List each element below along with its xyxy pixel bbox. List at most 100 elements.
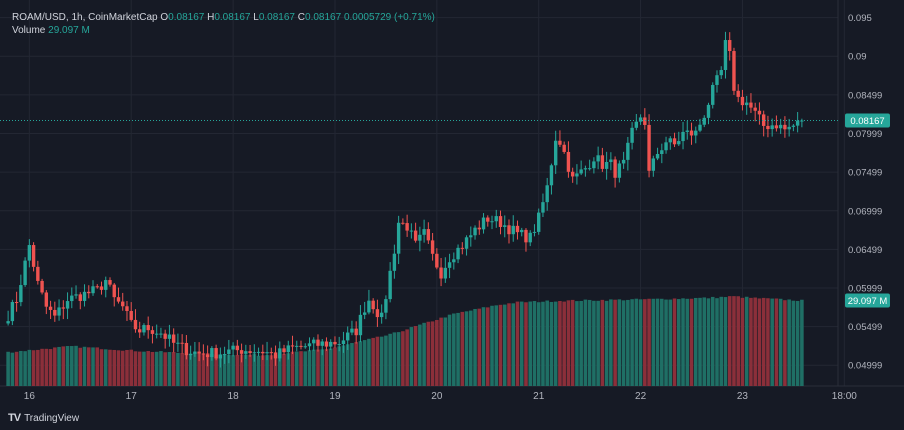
volume-bar	[664, 299, 668, 386]
candle-body	[329, 341, 333, 347]
volume-bar	[320, 349, 325, 386]
candle-body	[426, 229, 431, 241]
candle-body	[290, 345, 295, 347]
volume-bar	[626, 299, 630, 386]
candle-body	[53, 309, 57, 316]
close-label: C	[297, 12, 306, 23]
volume-bar	[681, 298, 685, 386]
candle-body	[630, 127, 634, 143]
candle-body	[579, 169, 583, 174]
volume-bar	[180, 353, 184, 386]
candle-body	[766, 125, 770, 130]
candle-body	[677, 141, 681, 145]
candle-body	[282, 348, 286, 353]
volume-bar	[524, 302, 528, 386]
volume-bar	[167, 352, 172, 386]
candle-body	[469, 235, 473, 238]
volume-bar	[727, 296, 732, 386]
chart-header: ROAM/USD, 1h, CoinMarketCap O0.08167 H0.…	[12, 12, 435, 23]
volume-bar	[57, 346, 61, 386]
candle-body	[422, 229, 426, 235]
candle-body	[150, 330, 155, 334]
volume-bar	[638, 299, 643, 386]
volume-bar	[392, 332, 397, 386]
candle-body	[604, 162, 609, 169]
candle-body	[99, 286, 104, 290]
volume-bar	[710, 296, 715, 386]
volume-bar	[133, 351, 138, 386]
volume-bar	[685, 298, 690, 386]
candle-body	[244, 351, 248, 354]
volume-bar	[384, 335, 388, 386]
volume-bar	[91, 347, 95, 386]
volume-bar	[477, 308, 482, 386]
volume-bar	[99, 349, 104, 386]
candle-body	[439, 267, 443, 279]
candle-body	[146, 325, 150, 331]
volume-bar	[456, 312, 460, 386]
candle-body	[286, 345, 290, 353]
candle-body	[634, 121, 639, 128]
volume-bar	[800, 299, 804, 386]
volume-bar	[112, 349, 117, 386]
candle-body	[520, 229, 524, 233]
candle-body	[273, 352, 278, 359]
volume-bar	[545, 300, 549, 386]
volume-bar	[188, 353, 193, 386]
candle-body	[490, 221, 494, 223]
candle-body	[503, 225, 507, 227]
candle-body	[278, 348, 282, 359]
candle-body	[129, 311, 133, 320]
x-tick-label: 22	[635, 391, 647, 402]
volume-bar	[702, 297, 707, 386]
volume-bar	[409, 327, 414, 386]
candle-body	[362, 312, 367, 315]
candle-body	[201, 353, 206, 355]
volume-bar	[142, 351, 146, 386]
volume-bar	[53, 347, 57, 386]
y-tick-label: 0.06499	[848, 245, 882, 256]
volume-bar	[570, 299, 575, 386]
candle-body	[719, 70, 723, 76]
candle-body	[307, 343, 312, 347]
volume-bar	[244, 354, 248, 386]
candle-body	[532, 231, 537, 233]
volume-bar	[10, 352, 15, 386]
volume-bar	[575, 301, 579, 386]
volume-bar	[583, 299, 588, 386]
candle-body	[256, 351, 261, 353]
candle-body	[142, 325, 146, 333]
candle-body	[19, 285, 23, 303]
candle-body	[78, 294, 82, 301]
candle-body	[723, 40, 728, 71]
volume-bar	[222, 354, 227, 386]
candle-body	[609, 159, 613, 163]
volume-bar	[218, 354, 223, 386]
open-value: 0.08167	[168, 12, 205, 23]
candle-body	[95, 286, 99, 288]
volume-bar	[362, 340, 367, 386]
candle-body	[481, 217, 486, 230]
candle-body	[176, 342, 180, 344]
candle-body	[396, 222, 401, 254]
volume-bar	[137, 351, 142, 386]
candle-body	[227, 349, 231, 355]
candle-body	[324, 341, 329, 347]
volume-bar	[753, 297, 757, 386]
volume-bar	[469, 310, 473, 386]
volume-bar	[341, 345, 346, 386]
tradingview-branding[interactable]: TV TradingView	[8, 412, 79, 424]
candle-body	[248, 351, 252, 353]
volume-bar	[587, 299, 592, 386]
volume-bar	[286, 353, 291, 386]
volume-bar	[732, 296, 736, 386]
candle-body	[10, 302, 15, 322]
candle-body	[549, 165, 554, 186]
x-tick-label: 17	[126, 391, 138, 402]
volume-bar	[19, 350, 23, 386]
candle-body	[570, 171, 575, 177]
volume-bar	[787, 299, 791, 386]
volume-bar	[235, 354, 240, 386]
